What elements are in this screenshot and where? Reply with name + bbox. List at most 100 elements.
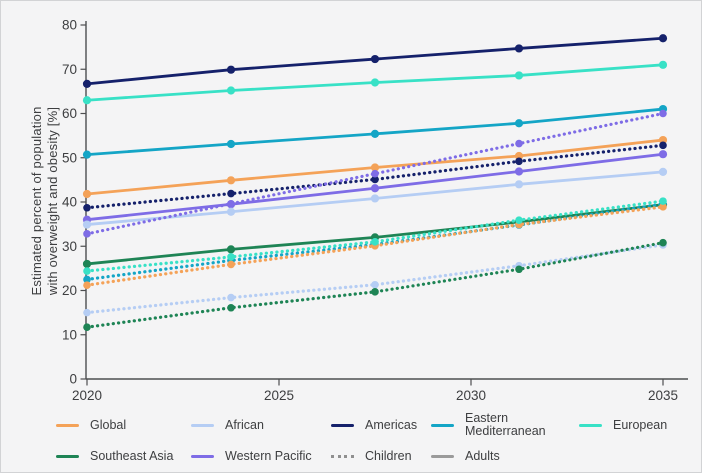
- x-tick-label: 2030: [456, 388, 486, 403]
- y-tick-label: 50: [62, 150, 77, 165]
- y-tick-label: 40: [62, 195, 77, 210]
- y-tick-label: 60: [62, 106, 77, 121]
- legend-item-southeast-asia: Southeast Asia: [56, 443, 191, 469]
- legend-item-african: African: [191, 412, 331, 438]
- series-marker-european-children: [659, 197, 667, 205]
- legend-swatch-americas: [331, 423, 354, 427]
- series-line-african-children: [85, 243, 665, 315]
- line-chart: Estimated percent of population with ove…: [29, 18, 688, 403]
- y-tick-label: 10: [62, 327, 77, 342]
- series-marker-global-adults: [514, 151, 524, 161]
- legend-label-global: Global: [90, 417, 127, 432]
- series-marker-americas-adults: [82, 79, 92, 88]
- series-marker-european-adults: [514, 71, 524, 80]
- x-tick-label: 2020: [72, 388, 102, 403]
- y-tick-label: 0: [69, 372, 77, 387]
- x-tick-label: 2025: [264, 388, 294, 403]
- series-marker-western-pacific-children: [371, 169, 379, 178]
- series-marker-southeast-asia-children: [371, 288, 379, 296]
- series-marker-americas-children: [227, 189, 235, 198]
- legend-swatch-adults: [431, 454, 454, 458]
- series-marker-southeast-asia-children: [515, 265, 523, 274]
- legend-label-african: African: [225, 417, 264, 432]
- series-marker-eastern-mediterranean-adults: [226, 139, 236, 149]
- series-marker-global-children: [227, 260, 235, 269]
- legend-label-children: Children: [365, 448, 412, 463]
- legend-label-eastern-mediterranean: Eastern Mediterranean: [465, 411, 546, 439]
- legend-item-global: Global: [56, 412, 191, 438]
- series-marker-western-pacific-children: [659, 109, 667, 118]
- series-marker-eastern-mediterranean-adults: [514, 119, 524, 128]
- legend-item-adults: Adults: [431, 443, 579, 469]
- legend-label-european: European: [613, 417, 668, 432]
- series-marker-western-pacific-children: [83, 230, 91, 238]
- legend-label-adults: Adults: [465, 448, 500, 463]
- series-marker-western-pacific-adults: [514, 167, 524, 176]
- series-marker-african-adults: [514, 180, 524, 189]
- series-marker-global-children: [83, 281, 91, 289]
- series-marker-americas-children: [83, 203, 91, 212]
- legend-swatch-children: [331, 454, 354, 458]
- series-marker-americas-children: [515, 157, 523, 166]
- series-marker-global-children: [659, 203, 667, 211]
- y-tick-label: 80: [62, 18, 77, 33]
- series-marker-americas-adults: [514, 44, 524, 53]
- legend-swatch-southeast-asia: [56, 454, 79, 458]
- series-marker-african-adults: [226, 207, 236, 216]
- y-tick-label: 30: [62, 239, 77, 254]
- series-marker-western-pacific-adults: [658, 150, 668, 159]
- legend-swatch-african: [191, 423, 214, 427]
- series-marker-global-adults: [82, 189, 92, 199]
- series-marker-european-adults: [658, 60, 668, 69]
- legend-label-americas: Americas: [365, 417, 418, 432]
- series-marker-eastern-mediterranean-adults: [82, 150, 92, 159]
- y-axis-title-line1: Estimated percent of population: [29, 106, 44, 295]
- series-marker-european-children: [83, 267, 91, 275]
- series-marker-african-adults: [658, 167, 668, 177]
- chart-legend: Global African Americas Eastern Mediterrane…: [56, 411, 701, 469]
- series-marker-americas-children: [659, 141, 667, 150]
- y-tick-label: 70: [62, 62, 77, 77]
- series-line-european-children: [85, 199, 665, 273]
- series-marker-european-children: [371, 238, 379, 246]
- legend-item-children: Children: [331, 443, 431, 469]
- y-axis-title: Estimated percent of population with ove…: [29, 106, 60, 296]
- legend-label-southeast-asia: Southeast Asia: [90, 448, 174, 463]
- legend-swatch-eastern-mediterranean: [431, 423, 454, 427]
- series-marker-european-children: [227, 253, 235, 261]
- series-marker-southeast-asia-adults: [226, 245, 236, 254]
- series-marker-southeast-asia-children: [83, 323, 91, 332]
- series-marker-african-children: [227, 293, 235, 302]
- series-marker-european-adults: [226, 86, 236, 95]
- legend-item-european: European: [579, 412, 701, 438]
- series-marker-eastern-mediterranean-children: [83, 275, 91, 284]
- legend-label-western-pacific: Western Pacific: [225, 448, 312, 463]
- series-marker-african-adults: [82, 220, 92, 229]
- series-marker-americas-children: [371, 175, 379, 184]
- legend-swatch-european: [579, 423, 602, 427]
- legend-swatch-western-pacific: [191, 454, 214, 458]
- series-marker-african-children: [83, 308, 91, 317]
- series-marker-western-pacific-adults: [370, 184, 380, 193]
- series-marker-southeast-asia-adults: [82, 259, 92, 269]
- y-tick-label: 20: [62, 283, 77, 298]
- series-marker-european-children: [515, 216, 523, 224]
- series-marker-southeast-asia-children: [659, 238, 667, 247]
- series-marker-european-adults: [82, 96, 92, 105]
- legend-swatch-global: [56, 423, 79, 427]
- series-marker-americas-adults: [370, 54, 380, 64]
- series-marker-global-adults: [226, 176, 236, 185]
- series-marker-americas-adults: [226, 65, 236, 74]
- series-marker-african-adults: [370, 194, 380, 203]
- x-tick-label: 2035: [648, 388, 678, 403]
- legend-item-eastern-mediterranean: Eastern Mediterranean: [431, 411, 579, 439]
- legend-item-americas: Americas: [331, 412, 431, 438]
- series-marker-western-pacific-children: [515, 139, 523, 148]
- series-marker-americas-adults: [658, 34, 668, 43]
- series-marker-african-children: [371, 280, 379, 289]
- series-marker-western-pacific-children: [227, 199, 235, 208]
- legend-item-western-pacific: Western Pacific: [191, 443, 331, 469]
- series-marker-southeast-asia-children: [227, 303, 235, 312]
